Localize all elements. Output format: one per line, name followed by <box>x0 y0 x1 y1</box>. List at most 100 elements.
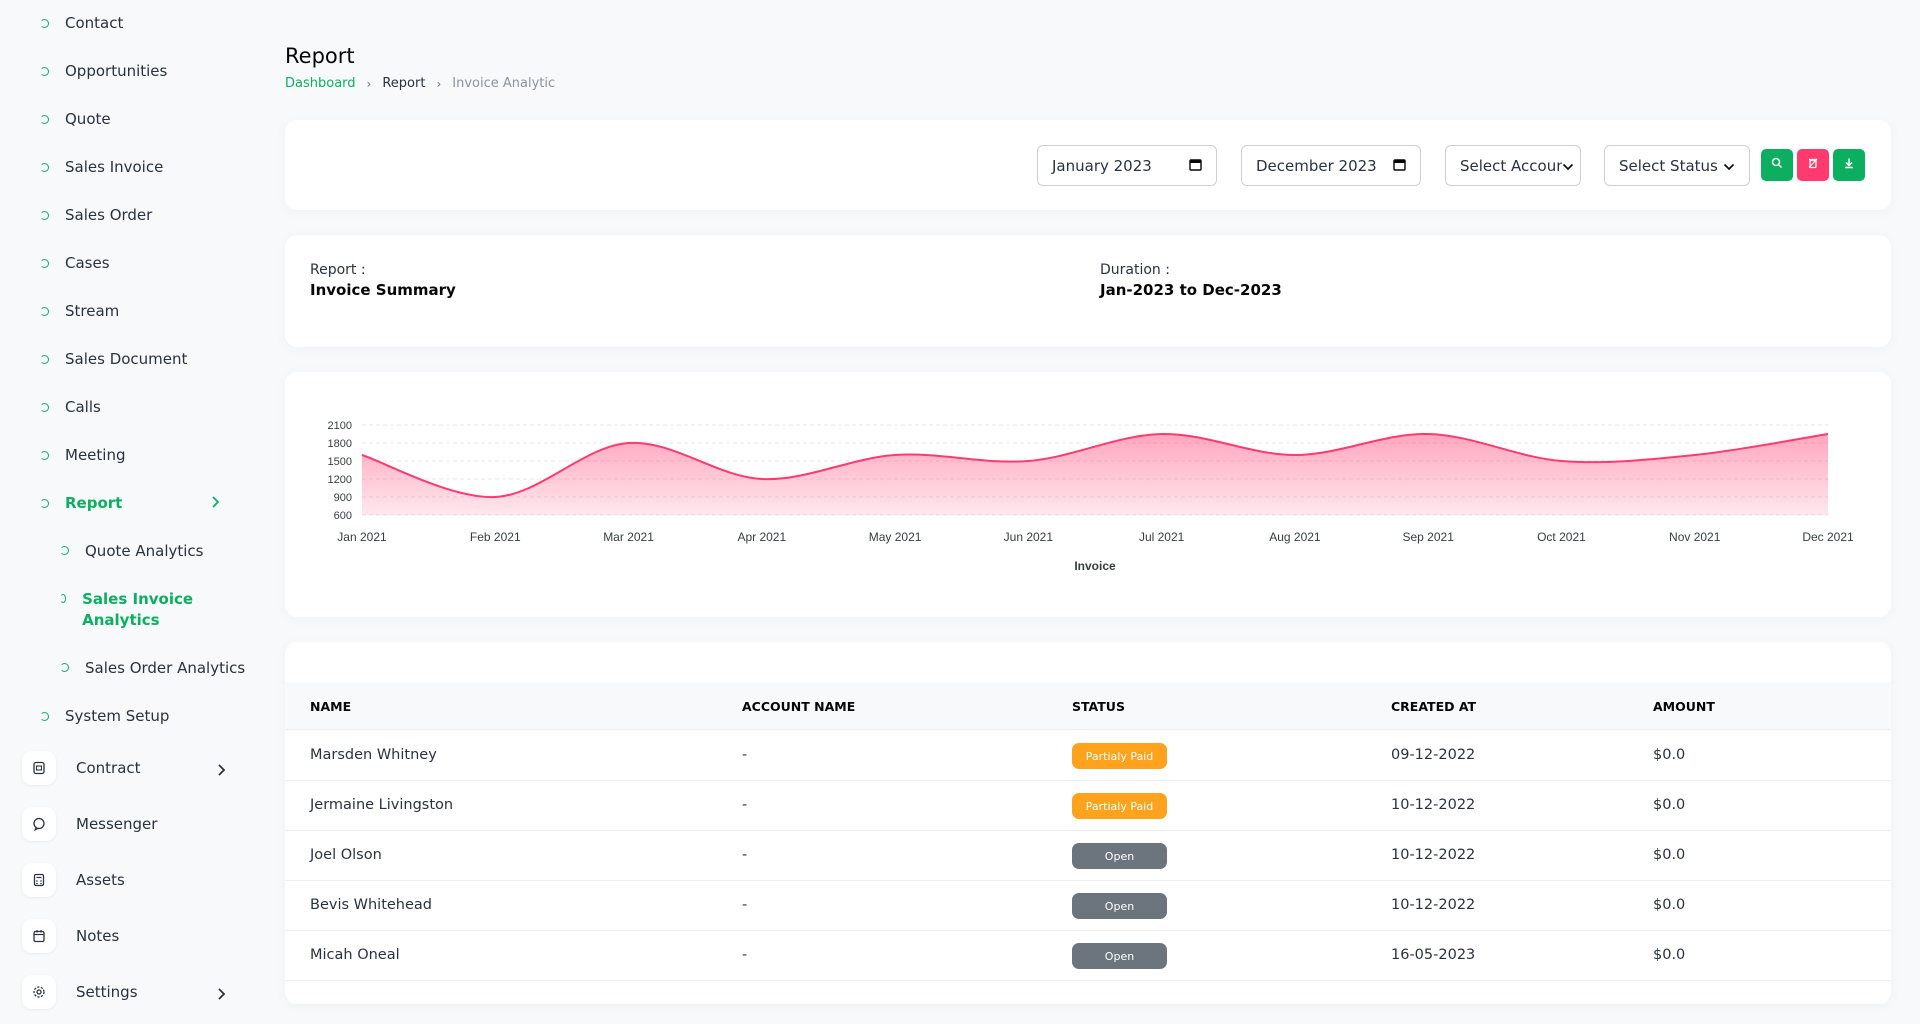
x-tick-label: Sep 2021 <box>1402 530 1454 544</box>
sidebar-item-cases[interactable]: Cases <box>36 251 110 275</box>
chevron-right-icon[interactable] <box>210 494 220 513</box>
sidebar-subitem-sales-order-analytics[interactable]: Sales Order Analytics <box>56 658 245 679</box>
cell-created-at: 09-12-2022 <box>1391 747 1476 763</box>
x-tick-label: Aug 2021 <box>1269 530 1321 544</box>
cell-account-name: - <box>742 947 748 963</box>
sidebar-group-label: Messenger <box>76 815 158 833</box>
x-tick-label: Nov 2021 <box>1669 530 1721 544</box>
sidebar-group-contract[interactable]: Contract <box>22 751 141 785</box>
status-select[interactable]: Select Status <box>1604 145 1750 186</box>
sidebar-subitem-quote-analytics[interactable]: Quote Analytics <box>56 541 203 562</box>
gear-icon <box>22 975 56 1009</box>
calendar-icon <box>1189 157 1202 175</box>
cell-name: Micah Oneal <box>310 947 400 963</box>
sidebar-item-label: Calls <box>65 398 101 416</box>
table-row[interactable]: Marsden Whitney - Partialy Paid 09-12-2022 $… <box>285 731 1891 781</box>
cell-name: Marsden Whitney <box>310 747 437 763</box>
sidebar-item-stream[interactable]: Stream <box>36 299 119 323</box>
sidebar-item-label: Sales Invoice <box>65 158 164 176</box>
account-select[interactable]: Select Account <box>1445 145 1581 186</box>
sidebar-item-report[interactable]: Report <box>36 491 122 515</box>
sidebar-item-sales-invoice[interactable]: Sales Invoice <box>36 155 163 179</box>
download-button[interactable] <box>1833 149 1865 181</box>
sidebar-group-notes[interactable]: Notes <box>22 919 119 953</box>
reset-button[interactable] <box>1797 149 1829 181</box>
column-header-name: NAME <box>310 699 352 714</box>
sidebar-item-label: Meeting <box>65 446 126 464</box>
start-month-input[interactable]: January 2023 <box>1037 145 1217 186</box>
y-tick-label: 600 <box>334 510 352 522</box>
chevron-right-icon[interactable] <box>216 762 226 781</box>
sidebar-group-settings[interactable]: Settings <box>22 975 138 1009</box>
cell-name: Jermaine Livingston <box>310 797 454 813</box>
breadcrumb: Dashboard › Report › Invoice Analytic <box>285 76 555 91</box>
column-header-created-at: CREATED AT <box>1391 699 1477 714</box>
bullet-icon <box>40 498 49 508</box>
invoice-area-chart: 2100 1800 1500 1200 900 600 Jan 2021 Feb 2021 Ma… <box>328 420 1854 573</box>
sidebar-item-opportunities[interactable]: Opportunities <box>36 59 167 83</box>
chevron-right-icon[interactable] <box>216 986 226 1005</box>
sidebar-item-quote[interactable]: Quote <box>36 107 111 131</box>
sidebar-item-label: Contact <box>65 14 124 32</box>
sidebar-item-contact[interactable]: Contact <box>36 11 123 35</box>
bullet-icon <box>40 402 49 412</box>
series-area-invoice <box>362 433 1828 515</box>
cell-account-name: - <box>742 897 748 913</box>
chevron-down-icon <box>1723 157 1735 175</box>
breadcrumb-chevron-icon: › <box>366 76 372 91</box>
end-month-value: December 2023 <box>1256 156 1377 175</box>
breadcrumb-dashboard-link[interactable]: Dashboard <box>285 76 356 91</box>
sidebar-item-label: System Setup <box>65 707 170 725</box>
status-badge: Open <box>1072 893 1167 919</box>
summary-card: Report : Invoice Summary Duration : Jan-… <box>285 235 1891 347</box>
sidebar-group-label: Notes <box>76 927 120 945</box>
table-row[interactable]: Jermaine Livingston - Partialy Paid 10-12-2… <box>285 781 1891 831</box>
bullet-icon <box>60 546 69 555</box>
x-tick-label: Mar 2021 <box>603 530 654 544</box>
cell-name: Bevis Whitehead <box>310 897 433 913</box>
sidebar-subitem-sales-invoice-analytics[interactable]: Sales Invoice Analytics <box>56 589 196 631</box>
chevron-down-icon <box>1562 157 1574 175</box>
x-tick-label: Oct 2021 <box>1537 530 1586 544</box>
x-tick-label: Jun 2021 <box>1004 530 1054 544</box>
duration-label: Duration : <box>1100 262 1170 278</box>
sidebar-item-label: Report <box>65 494 123 512</box>
status-badge: Partialy Paid <box>1072 793 1167 819</box>
calendar-icon <box>22 919 56 953</box>
bullet-icon <box>40 162 49 172</box>
sidebar-group-assets[interactable]: Assets <box>22 863 125 897</box>
column-header-status: STATUS <box>1072 699 1125 714</box>
table-row[interactable]: Bevis Whitehead - Open 10-12-2022 $0.0 <box>285 881 1891 931</box>
sidebar-group-label: Contract <box>76 759 141 777</box>
search-button[interactable] <box>1761 149 1793 181</box>
y-tick-label: 2100 <box>328 420 352 432</box>
sidebar-item-label: Quote <box>65 110 111 128</box>
sidebar-group-messenger[interactable]: Messenger <box>22 807 157 841</box>
cell-created-at: 16-05-2023 <box>1391 947 1476 963</box>
sidebar-item-sales-order[interactable]: Sales Order <box>36 203 152 227</box>
invoice-table: NAME ACCOUNT NAME STATUS CREATED AT AMOU… <box>285 642 1891 1004</box>
filter-card: January 2023 December 2023 Select Accoun… <box>285 120 1891 210</box>
column-header-amount: AMOUNT <box>1653 699 1715 714</box>
x-tick-label: Dec 2021 <box>1802 530 1854 544</box>
sidebar-item-meeting[interactable]: Meeting <box>36 443 125 467</box>
x-axis-label: Invoice <box>1074 559 1116 573</box>
y-tick-label: 1200 <box>328 474 352 486</box>
sidebar-item-sales-document[interactable]: Sales Document <box>36 347 187 371</box>
bullet-icon <box>40 18 49 28</box>
status-badge: Open <box>1072 943 1167 969</box>
contract-icon <box>22 751 56 785</box>
table-row[interactable]: Joel Olson - Open 10-12-2022 $0.0 <box>285 831 1891 881</box>
table-row[interactable]: Micah Oneal - Open 16-05-2023 $0.0 <box>285 931 1891 981</box>
search-icon <box>1771 157 1783 173</box>
sidebar-item-system-setup[interactable]: System Setup <box>36 704 169 728</box>
status-select-value: Select Status <box>1619 156 1718 175</box>
account-select-value: Select Account <box>1460 156 1562 175</box>
sidebar-group-label: Settings <box>76 983 138 1001</box>
cell-amount: $0.0 <box>1653 747 1686 763</box>
cell-amount: $0.0 <box>1653 847 1686 863</box>
sidebar-item-calls[interactable]: Calls <box>36 395 101 419</box>
end-month-input[interactable]: December 2023 <box>1241 145 1421 186</box>
cell-account-name: - <box>742 847 748 863</box>
bullet-icon <box>40 711 49 721</box>
